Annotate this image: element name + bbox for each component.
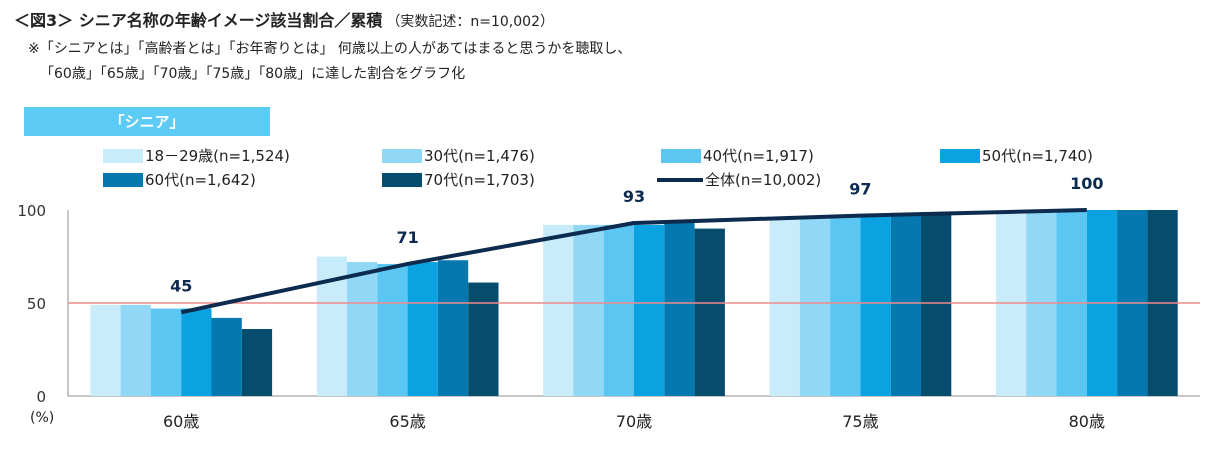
- bar: [634, 224, 665, 396]
- bar: [890, 213, 921, 396]
- bar: [830, 217, 861, 396]
- total-data-label: 97: [849, 180, 871, 199]
- legend-label: 全体(n=10,002): [705, 171, 822, 189]
- bar: [603, 224, 634, 396]
- legend-item-total: 全体(n=10,002): [657, 169, 821, 190]
- x-tick-label: 65歳: [389, 412, 425, 431]
- legend-swatch: [382, 172, 422, 187]
- total-line: [180, 208, 1087, 315]
- bar: [437, 260, 469, 396]
- legend-swatch: [940, 148, 980, 163]
- legend-label: 18－29歳(n=1,524): [145, 147, 290, 165]
- bar: [694, 228, 725, 396]
- bar: [241, 329, 273, 396]
- y-tick-label: 0: [36, 388, 46, 406]
- chart-title-main: ＜図3＞ シニア名称の年齢イメージ該当割合／累積: [14, 11, 383, 30]
- bar: [90, 304, 121, 396]
- total-data-label: 100: [1070, 174, 1103, 193]
- legend-item-s6: 70代(n=1,703): [382, 169, 535, 190]
- note-line-2: 「60歳」「65歳」「70歳」「75歳」「80歳」に達した割合をグラフ化: [40, 66, 466, 82]
- bar: [377, 263, 408, 396]
- y-tick-label: 50: [27, 295, 46, 313]
- chart-title-sub: （実数記述：n=10,002）: [386, 14, 554, 30]
- legend-swatch: [103, 172, 143, 187]
- chart-title: ＜図3＞ シニア名称の年齢イメージ該当割合／累積 （実数記述：n=10,002）: [14, 7, 554, 31]
- bar: [860, 215, 891, 396]
- bar: [407, 262, 438, 396]
- legend-item-s3: 40代(n=1,917): [661, 145, 814, 166]
- bar: [664, 223, 695, 396]
- category-badge: 「シニア」: [24, 107, 270, 136]
- bar: [120, 304, 151, 396]
- bar: [150, 308, 182, 396]
- legend-item-s2: 30代(n=1,476): [382, 145, 535, 166]
- legend-item-s5: 60代(n=1,642): [103, 169, 256, 190]
- legend-label: 60代(n=1,642): [145, 171, 256, 189]
- total-data-label: 93: [623, 187, 645, 206]
- bar: [769, 219, 800, 396]
- legend-label: 50代(n=1,740): [982, 147, 1093, 165]
- note-line-1: ※「シニアとは」「高齢者とは」「お年寄りとは」 何歳以上の人があてはまると思うか…: [28, 41, 632, 57]
- legend-swatch: [382, 148, 422, 163]
- legend-item-s4: 50代(n=1,740): [940, 145, 1093, 166]
- bar: [543, 224, 574, 396]
- bar: [347, 262, 378, 396]
- y-axis-unit-label: (%): [30, 410, 55, 426]
- legend-line-swatch: [657, 177, 703, 182]
- bar: [921, 213, 952, 396]
- bar: [211, 317, 242, 396]
- bar: [995, 213, 1027, 396]
- legend-item-s1: 18－29歳(n=1,524): [103, 145, 290, 166]
- total-data-label: 71: [396, 228, 418, 247]
- bar: [181, 308, 212, 396]
- bar: [799, 217, 831, 396]
- bar: [468, 282, 499, 396]
- legend-label: 40代(n=1,917): [703, 147, 814, 165]
- legend-swatch: [661, 148, 701, 163]
- bar: [573, 224, 604, 396]
- x-tick-label: 60歳: [163, 412, 199, 431]
- y-tick-label: 100: [17, 202, 46, 220]
- x-tick-label: 75歳: [842, 412, 878, 431]
- legend-swatch: [103, 148, 143, 163]
- total-data-label: 45: [170, 276, 192, 295]
- legend-label: 30代(n=1,476): [424, 147, 535, 165]
- x-tick-label: 70歳: [616, 412, 652, 431]
- legend-label: 70代(n=1,703): [424, 171, 535, 189]
- bar: [1026, 211, 1057, 396]
- x-tick-label: 80歳: [1069, 412, 1105, 431]
